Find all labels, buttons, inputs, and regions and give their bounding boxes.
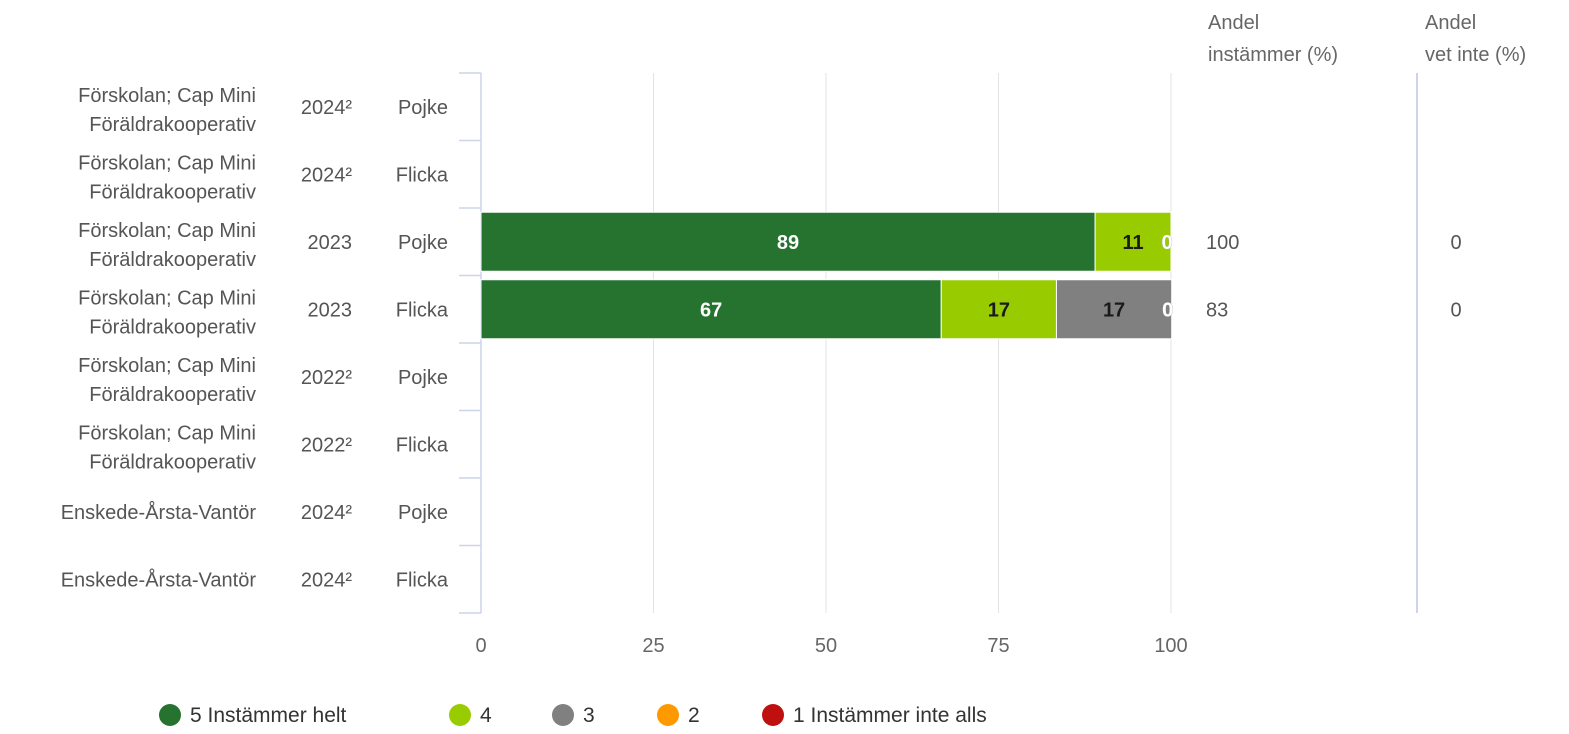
row-unit-label: Förskolan; Cap Mini xyxy=(78,220,256,242)
row-year-label: 2024² xyxy=(301,164,352,186)
bar-segment[interactable] xyxy=(940,279,1057,340)
row-unit-label: Förskolan; Cap Mini xyxy=(78,422,256,444)
data-label: 17 xyxy=(988,299,1010,321)
row-unit-label: Föräldrakooperativ xyxy=(89,384,256,406)
row-unit-label: Föräldrakooperativ xyxy=(89,451,256,473)
data-label: 17 xyxy=(1103,299,1125,321)
row-year-label: 2024² xyxy=(301,502,352,524)
row-unit-label: Förskolan; Cap Mini xyxy=(78,152,256,174)
row-unit-label: Föräldrakooperativ xyxy=(89,181,256,203)
row-gender-label: Flicka xyxy=(396,164,449,186)
legend-marker[interactable] xyxy=(552,704,574,726)
row-gender-label: Flicka xyxy=(396,299,449,321)
legend-marker[interactable] xyxy=(159,704,181,726)
legend-label: 2 xyxy=(688,704,700,727)
header-andel-vet-inte-line1: Andel xyxy=(1425,12,1476,34)
row-gender-label: Pojke xyxy=(398,367,448,389)
andel-vet-inte-value: 0 xyxy=(1450,299,1461,321)
row-unit-label: Föräldrakooperativ xyxy=(89,249,256,271)
bar-segment[interactable] xyxy=(480,211,1096,272)
data-label: 11 xyxy=(1122,232,1143,254)
bar-segment[interactable] xyxy=(1055,279,1173,340)
row-unit-label: Enskede-Årsta-Vantör xyxy=(61,501,257,524)
andel-vet-inte-value: 0 xyxy=(1450,232,1461,254)
row-unit-label: Enskede-Årsta-Vantör xyxy=(61,568,257,591)
data-label: 0 xyxy=(1161,232,1172,254)
data-label: 0 xyxy=(1162,299,1173,321)
row-gender-label: Flicka xyxy=(396,434,449,456)
row-year-label: 2022² xyxy=(301,367,352,389)
row-gender-label: Pojke xyxy=(398,232,448,254)
header-andel-vet-inte-line2: vet inte (%) xyxy=(1425,44,1526,66)
data-label: 89 xyxy=(777,232,799,254)
x-tick-label: 75 xyxy=(987,635,1009,657)
x-tick-label: 50 xyxy=(815,635,837,657)
bar-segment[interactable] xyxy=(1094,211,1172,272)
row-gender-label: Flicka xyxy=(396,569,449,591)
row-gender-label: Pojke xyxy=(398,502,448,524)
andel-instammer-value: 83 xyxy=(1206,299,1228,321)
x-tick-label: 0 xyxy=(475,635,486,657)
legend-marker[interactable] xyxy=(657,704,679,726)
row-unit-label: Föräldrakooperativ xyxy=(89,316,256,338)
legend-marker[interactable] xyxy=(449,704,471,726)
row-unit-label: Förskolan; Cap Mini xyxy=(78,85,256,107)
legend-label: 3 xyxy=(583,704,595,727)
row-year-label: 2023 xyxy=(308,232,353,254)
header-andel-instammer-line2: instämmer (%) xyxy=(1208,44,1338,66)
row-year-label: 2023 xyxy=(308,299,353,321)
data-label: 67 xyxy=(700,299,722,321)
x-tick-label: 25 xyxy=(642,635,664,657)
x-tick-label: 100 xyxy=(1154,635,1187,657)
legend-label: 1 Instämmer inte alls xyxy=(793,704,987,727)
legend-label: 4 xyxy=(480,704,492,727)
legend-label: 5 Instämmer helt xyxy=(190,704,347,727)
row-gender-label: Pojke xyxy=(398,97,448,119)
andel-instammer-value: 100 xyxy=(1206,232,1239,254)
row-year-label: 2022² xyxy=(301,434,352,456)
header-andel-instammer-line1: Andel xyxy=(1208,12,1259,34)
row-unit-label: Förskolan; Cap Mini xyxy=(78,287,256,309)
bar-segment[interactable] xyxy=(480,279,942,340)
row-year-label: 2024² xyxy=(301,97,352,119)
row-unit-label: Föräldrakooperativ xyxy=(89,114,256,136)
row-unit-label: Förskolan; Cap Mini xyxy=(78,355,256,377)
row-year-label: 2024² xyxy=(301,569,352,591)
legend-marker[interactable] xyxy=(762,704,784,726)
